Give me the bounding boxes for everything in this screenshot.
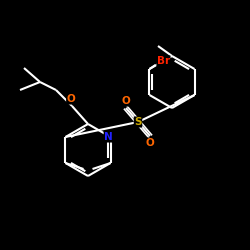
Text: S: S bbox=[134, 117, 142, 127]
Text: Br: Br bbox=[157, 56, 170, 66]
Text: O: O bbox=[122, 96, 130, 106]
Text: O: O bbox=[66, 94, 76, 104]
Text: N: N bbox=[104, 132, 113, 142]
Text: O: O bbox=[146, 138, 154, 148]
